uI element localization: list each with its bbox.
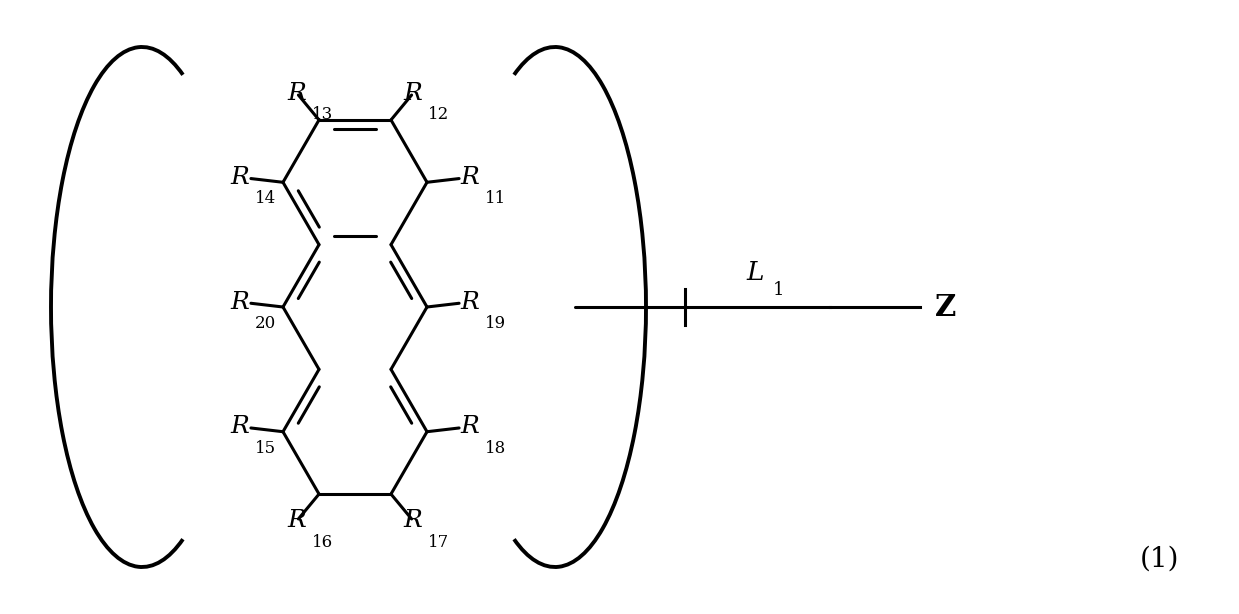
Text: 15: 15 <box>255 440 276 457</box>
Text: 13: 13 <box>312 106 333 123</box>
Text: R: R <box>230 415 249 438</box>
Text: 20: 20 <box>255 315 276 332</box>
Text: R: R <box>404 82 422 105</box>
Text: 11: 11 <box>484 190 507 208</box>
Text: 12: 12 <box>427 106 450 123</box>
Text: 17: 17 <box>427 534 450 551</box>
Text: Z: Z <box>935 292 957 322</box>
Text: 1: 1 <box>773 281 784 299</box>
Text: 18: 18 <box>484 440 507 457</box>
Text: R: R <box>404 509 422 532</box>
Text: R: R <box>461 166 479 188</box>
Text: R: R <box>461 290 479 314</box>
Text: 19: 19 <box>484 315 506 332</box>
Text: R: R <box>230 290 249 314</box>
Text: (1): (1) <box>1140 545 1180 572</box>
Text: L: L <box>746 260 763 285</box>
Text: R: R <box>287 509 306 532</box>
Text: 16: 16 <box>312 534 333 551</box>
Text: 14: 14 <box>255 190 276 208</box>
Text: R: R <box>461 415 479 438</box>
Text: R: R <box>287 82 306 105</box>
Text: R: R <box>230 166 249 188</box>
